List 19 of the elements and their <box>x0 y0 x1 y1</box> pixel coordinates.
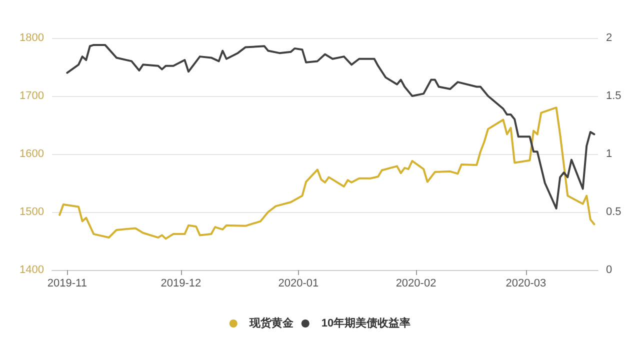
y2-tick-label: 1 <box>606 148 612 160</box>
y-tick-label: 1400 <box>20 264 44 276</box>
y2-tick-label: 0 <box>606 264 612 276</box>
x-tick-label: 2020-01 <box>278 278 319 290</box>
y-tick-label: 1500 <box>20 206 44 218</box>
legend-label: 现货黄金 <box>248 316 294 330</box>
x-tick-label: 2019-12 <box>160 278 202 290</box>
y2-tick-label: 1.5 <box>606 90 622 102</box>
y-tick-label: 1800 <box>20 32 44 44</box>
line-series <box>66 44 596 210</box>
y2-tick-label: 0.5 <box>606 206 622 218</box>
y-tick-label: 1600 <box>20 148 44 160</box>
x-tick-label: 2019-11 <box>47 278 87 290</box>
x-tick-label: 2020-03 <box>506 278 546 290</box>
x-tick-label: 2020-02 <box>396 278 436 290</box>
y-tick-label: 1700 <box>20 90 44 102</box>
legend-label: 10年期美债收益率 <box>321 316 411 330</box>
y2-tick-label: 2 <box>606 32 612 44</box>
line-series <box>58 106 596 240</box>
